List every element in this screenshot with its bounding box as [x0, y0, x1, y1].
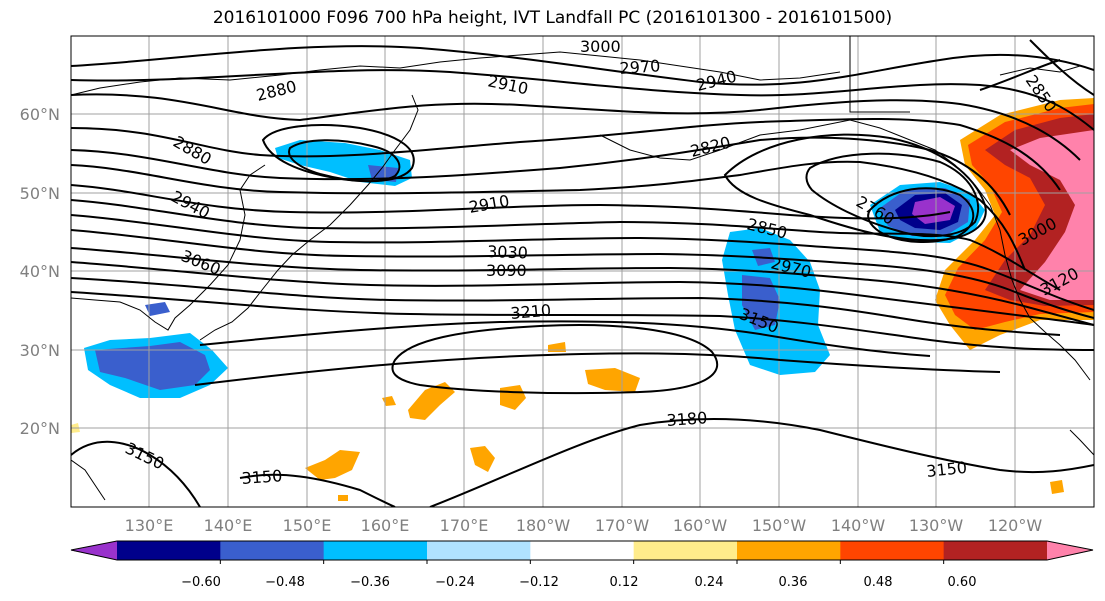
ivt-area [305, 450, 360, 480]
map-area: 3000 2970 2940 2880 2910 2850 2820 2880 … [71, 36, 1094, 507]
low-contours [261, 124, 987, 243]
colorbar-segment [943, 541, 1048, 560]
lon-label: 140°W [831, 516, 886, 535]
latitude-labels: 60°N 50°N 40°N 30°N 20°N [20, 105, 60, 438]
colorbar-label: 0.36 [779, 575, 808, 590]
contour-label: 3180 [666, 408, 708, 430]
colorbar-segment [1047, 541, 1093, 560]
lon-label: 160°W [673, 516, 728, 535]
lon-label: 180°W [516, 516, 571, 535]
lat-label: 20°N [20, 419, 60, 438]
lon-label: 120°W [988, 516, 1043, 535]
contour-label: 3000 [580, 37, 621, 56]
lon-label: 160°E [361, 516, 410, 535]
colorbar-label: −0.60 [181, 575, 221, 590]
ivt-area [145, 302, 170, 316]
colorbar-label: 0.60 [948, 575, 977, 590]
lat-label: 50°N [20, 184, 60, 203]
colorbar-segment [117, 541, 221, 560]
lat-label: 60°N [20, 105, 60, 124]
lon-label: 150°E [283, 516, 332, 535]
lon-label: 140°E [204, 516, 253, 535]
colorbar-segment [840, 541, 945, 560]
contour-label: 3150 [925, 458, 967, 481]
colorbar-label: 0.24 [695, 575, 724, 590]
lat-label: 40°N [20, 262, 60, 281]
colorbar-ticks [219, 560, 945, 564]
contour-label: 3150 [241, 466, 283, 488]
ivt-area [470, 446, 495, 472]
lon-label: 170°E [440, 516, 489, 535]
lon-label: 150°W [752, 516, 807, 535]
map-frame [70, 35, 1095, 508]
ivt-area [338, 495, 348, 501]
colorbar-label: −0.24 [435, 575, 475, 590]
colorbar-label: 0.12 [610, 575, 639, 590]
colorbar-segment [633, 541, 738, 560]
ivt-area [912, 197, 955, 224]
colorbar-segment [220, 541, 325, 560]
height-contours [71, 39, 1094, 507]
colorbar-segment [530, 541, 635, 560]
colorbar-segment [427, 541, 531, 560]
colorbar: −0.60 −0.48 −0.36 −0.24 −0.12 0.12 0.24 … [70, 540, 1094, 590]
colorbar-label: −0.36 [350, 575, 390, 590]
contour-label: 3210 [510, 301, 552, 323]
colorbar-segments [71, 541, 1093, 560]
colorbar-label: −0.48 [265, 575, 305, 590]
colorbar-label: 0.48 [864, 575, 893, 590]
lon-label: 130°W [909, 516, 964, 535]
colorbar-labels: −0.60 −0.48 −0.36 −0.24 −0.12 0.12 0.24 … [181, 575, 976, 590]
longitude-labels: 130°E 140°E 150°E 160°E 170°E 180°W 170°… [125, 516, 1043, 535]
colorbar-segment [323, 541, 428, 560]
colorbar-segment [71, 541, 117, 560]
map-title: 2016101000 F096 700 hPa height, IVT Land… [212, 8, 893, 28]
lat-label: 30°N [20, 341, 60, 360]
ivt-area [1050, 480, 1064, 494]
lon-label: 170°W [595, 516, 650, 535]
contour-label: 3090 [486, 261, 527, 280]
colorbar-segment [737, 541, 841, 560]
contour-label: 2970 [619, 56, 661, 78]
ivt-area [408, 382, 455, 420]
ivt-area [742, 275, 780, 330]
lon-label: 130°E [125, 516, 174, 535]
ivt-area [95, 342, 210, 390]
contour-label: 3030 [487, 242, 528, 262]
gridlines [71, 36, 1094, 507]
ivt-area [1010, 130, 1094, 300]
ivt-area [585, 368, 640, 392]
colorbar-label: −0.12 [519, 575, 559, 590]
colorbar-outline [70, 540, 1094, 561]
